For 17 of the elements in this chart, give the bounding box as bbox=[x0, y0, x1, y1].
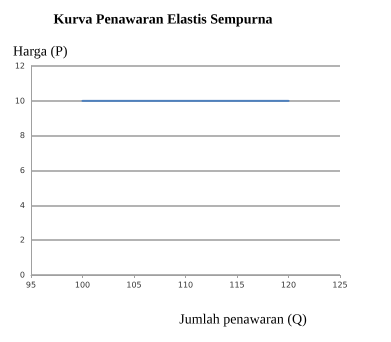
y-tick-label: 0 bbox=[20, 270, 25, 280]
x-tick-label: 95 bbox=[26, 280, 36, 290]
y-axis-title: Harga (P) bbox=[13, 44, 68, 60]
y-tick-label: 6 bbox=[20, 166, 25, 175]
x-tick-label: 120 bbox=[280, 280, 296, 290]
y-tick-label: 2 bbox=[20, 236, 25, 245]
chart-title: Kurva Penawaran Elastis Sempurna bbox=[54, 12, 272, 28]
y-tick-label: 4 bbox=[20, 200, 25, 210]
x-tick-label: 105 bbox=[126, 280, 142, 290]
x-tick-label: 110 bbox=[178, 280, 194, 290]
x-axis-title: Jumlah penawaran (Q) bbox=[179, 312, 308, 328]
y-tick-label: 10 bbox=[14, 96, 25, 106]
x-tick-label: 125 bbox=[332, 280, 348, 290]
x-tick-label: 100 bbox=[74, 280, 90, 290]
y-tick-label: 12 bbox=[14, 62, 25, 70]
x-tick-label: 115 bbox=[229, 280, 245, 290]
y-tick-label: 8 bbox=[20, 131, 25, 140]
